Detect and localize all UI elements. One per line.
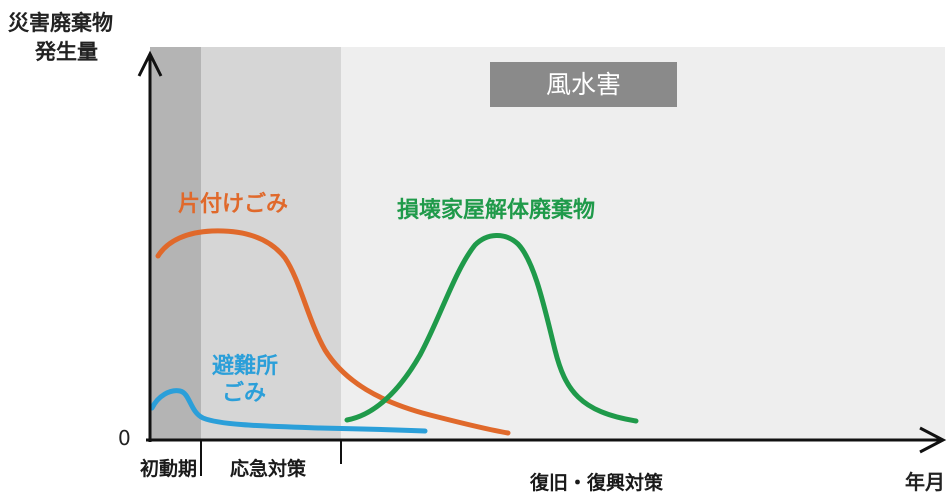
label-shelter-waste-line-2: ごみ bbox=[222, 381, 267, 406]
phase-label-initial: 初動期 bbox=[140, 458, 198, 480]
phase-label-recovery: 復旧・復興対策 bbox=[530, 472, 664, 494]
y-axis-label-line-2: 発生量 bbox=[35, 40, 98, 64]
x-axis-label: 年月 bbox=[905, 470, 945, 494]
y-axis-label-line-1: 災害廃棄物 bbox=[8, 11, 113, 35]
label-demolition-waste: 損壊家屋解体廃棄物 bbox=[397, 198, 596, 223]
phase-initial-band bbox=[150, 47, 201, 440]
y-axis-arrowhead bbox=[137, 50, 163, 77]
curve-cleanup-waste bbox=[155, 228, 511, 436]
curve-shelter-waste bbox=[149, 388, 428, 434]
y-axis-zero-label: 0 bbox=[118, 426, 131, 450]
title-label: 風水害 bbox=[545, 70, 621, 99]
curve-demolition-waste bbox=[344, 233, 639, 424]
phase-label-emergency: 応急対策 bbox=[230, 458, 307, 480]
label-cleanup-waste: 片付けごみ bbox=[178, 192, 289, 217]
label-shelter-waste-line-1: 避難所 bbox=[212, 354, 279, 379]
title-box bbox=[490, 62, 677, 107]
x-axis-arrowhead bbox=[919, 426, 947, 454]
